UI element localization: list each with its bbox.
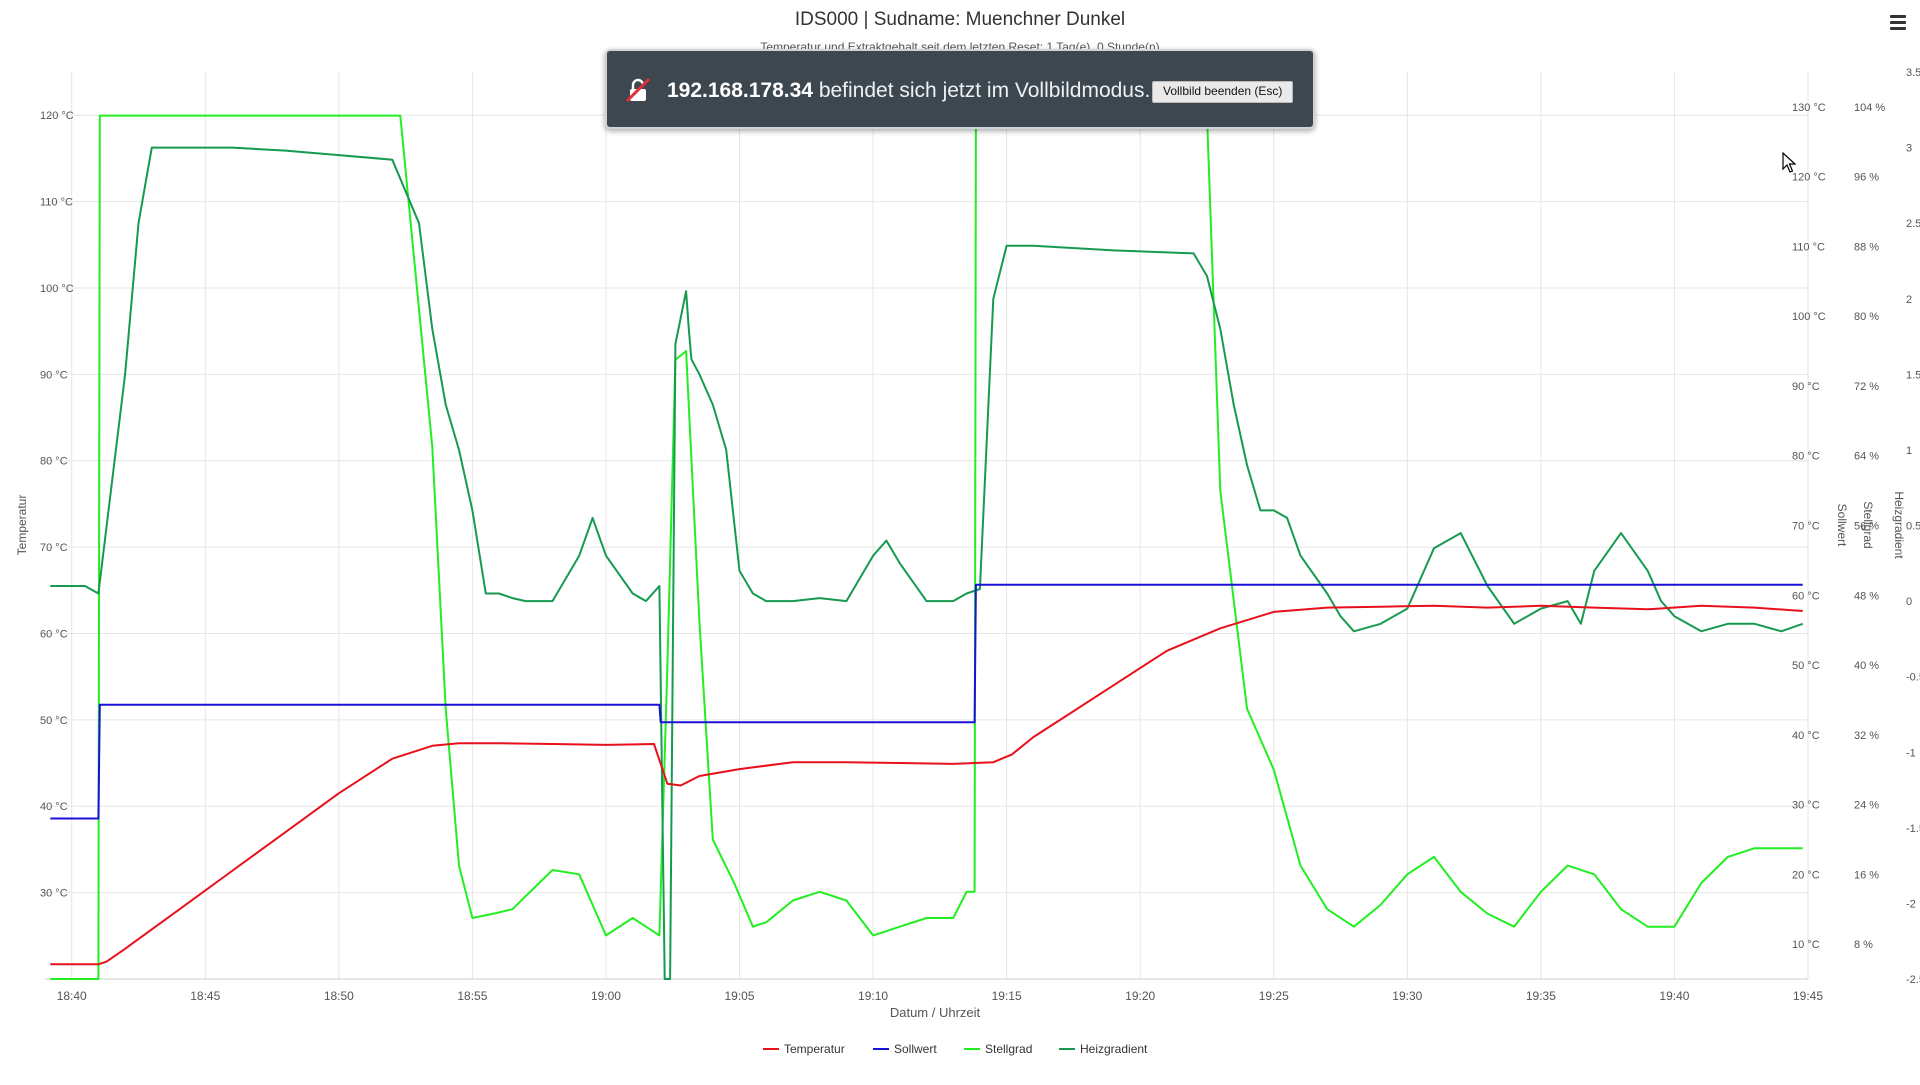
fullscreen-notice-text: 192.168.178.34 befindet sich jetzt im Vo…: [667, 79, 1150, 103]
y-tick-label-temperatur: 80 °C: [40, 456, 68, 468]
legend-item: Sollwert: [894, 1042, 937, 1056]
y-tick-label-heizgradient: 0: [1906, 596, 1912, 608]
y-tick-label-temperatur: 60 °C: [40, 628, 68, 640]
series-line-heizgradient: [50, 146, 1804, 980]
x-tick-label: 18:40: [57, 989, 87, 1003]
y-tick-label-heizgradient: -2.5: [1906, 974, 1920, 986]
y-tick-label-temperatur: 100 °C: [40, 283, 74, 295]
y-tick-label-heizgradient: -0.5: [1906, 672, 1920, 684]
x-tick-label: 18:50: [324, 989, 354, 1003]
x-tick-label: 19:20: [1125, 989, 1155, 1003]
y-tick-label-stellgrad: 40 %: [1854, 660, 1879, 672]
series-line-stellgrad: [50, 114, 1803, 980]
menu-icon-bar: [1890, 15, 1906, 18]
y-tick-label-temperatur: 90 °C: [40, 369, 68, 381]
y-tick-label-sollwert: 50 °C: [1792, 660, 1820, 672]
y-axis-title-temperatur: Temperatur: [15, 495, 29, 556]
x-tick-label: 19:40: [1659, 989, 1689, 1003]
legend-item: Heizgradient: [1080, 1042, 1148, 1056]
x-tick-label: 19:35: [1526, 989, 1556, 1003]
y-tick-label-sollwert: 20 °C: [1792, 869, 1820, 881]
x-tick-label: 19:00: [591, 989, 621, 1003]
y-tick-label-sollwert: 120 °C: [1792, 172, 1826, 184]
y-tick-label-sollwert: 130 °C: [1792, 102, 1826, 114]
y-tick-label-stellgrad: 32 %: [1854, 730, 1879, 742]
fullscreen-notice: 192.168.178.34 befindet sich jetzt im Vo…: [605, 49, 1315, 129]
x-tick-label: 18:55: [457, 989, 487, 1003]
mouse-cursor-icon: [1782, 152, 1796, 173]
y-tick-label-temperatur: 50 °C: [40, 715, 68, 727]
y-tick-label-stellgrad: 24 %: [1854, 800, 1879, 812]
fullscreen-message: befindet sich jetzt im Vollbildmodus.: [812, 79, 1151, 102]
y-tick-label-stellgrad: 64 %: [1854, 451, 1879, 463]
axis-layer: 18:40 18:45 18:50 18:55 19:00 19:05 19:10 19:15…: [15, 67, 1920, 1003]
menu-icon-bar: [1890, 27, 1906, 30]
y-axis-title-heizgradient: Heizgradient: [1892, 491, 1906, 559]
y-tick-label-heizgradient: -1: [1906, 747, 1916, 759]
y-tick-label-sollwert: 30 °C: [1792, 800, 1820, 812]
x-tick-label: 19:25: [1259, 989, 1289, 1003]
x-tick-label: 19:10: [858, 989, 888, 1003]
y-tick-label-stellgrad: 16 %: [1854, 869, 1879, 881]
y-tick-label-sollwert: 10 °C: [1792, 939, 1820, 951]
y-tick-label-heizgradient: 0.5: [1906, 521, 1920, 533]
y-tick-label-heizgradient: 3.5: [1906, 67, 1920, 79]
y-tick-label-sollwert: 110 °C: [1792, 241, 1825, 253]
y-tick-label-sollwert: 70 °C: [1792, 521, 1820, 533]
y-tick-label-sollwert: 60 °C: [1792, 590, 1820, 602]
y-tick-label-stellgrad: 88 %: [1854, 241, 1879, 253]
menu-icon-bar: [1890, 21, 1906, 24]
y-tick-label-temperatur: 40 °C: [40, 801, 68, 813]
y-tick-label-heizgradient: -1.5: [1906, 823, 1920, 835]
legend: Temperatur Sollwert Stellgrad Heizgradient: [763, 1042, 1148, 1056]
chart-title: IDS000 | Sudname: Muenchner Dunkel: [795, 9, 1125, 30]
legend-item: Temperatur: [784, 1042, 845, 1056]
series-layer: [50, 114, 1804, 980]
chart-menu-button[interactable]: [1886, 12, 1912, 34]
y-tick-label-temperatur: 70 °C: [40, 542, 68, 554]
y-axis-title-stellgrad: Stellgrad: [1861, 501, 1875, 548]
y-tick-label-stellgrad: 96 %: [1854, 172, 1879, 184]
fullscreen-lock-icon: [625, 77, 651, 103]
y-tick-label-stellgrad: 80 %: [1854, 311, 1879, 323]
x-axis-title: Datum / Uhrzeit: [890, 1005, 981, 1020]
x-tick-label: 19:30: [1392, 989, 1422, 1003]
x-tick-label: 19:15: [992, 989, 1022, 1003]
y-tick-label-sollwert: 100 °C: [1792, 311, 1826, 323]
y-tick-label-sollwert: 40 °C: [1792, 730, 1820, 742]
y-tick-label-temperatur: 120 °C: [40, 110, 74, 122]
grid-layer: [45, 72, 1809, 980]
y-tick-label-stellgrad: 104 %: [1854, 102, 1885, 114]
y-tick-label-sollwert: 90 °C: [1792, 381, 1820, 393]
y-tick-label-heizgradient: -2: [1906, 898, 1916, 910]
x-tick-label: 18:45: [190, 989, 220, 1003]
y-tick-label-temperatur: 30 °C: [40, 888, 68, 900]
y-tick-label-stellgrad: 56 %: [1854, 521, 1879, 533]
x-tick-label: 19:05: [724, 989, 754, 1003]
series-line-temperatur: [50, 604, 1803, 966]
y-tick-label-heizgradient: 1: [1906, 445, 1912, 457]
y-tick-label-heizgradient: 2.5: [1906, 218, 1920, 230]
series-line-sollwert: [50, 583, 1803, 820]
y-tick-label-heizgradient: 2: [1906, 294, 1912, 306]
y-tick-label-stellgrad: 48 %: [1854, 590, 1879, 602]
y-tick-label-heizgradient: 3: [1906, 143, 1912, 155]
exit-fullscreen-button[interactable]: Vollbild beenden (Esc): [1152, 81, 1294, 103]
legend-item: Stellgrad: [985, 1042, 1032, 1056]
y-tick-label-sollwert: 80 °C: [1792, 451, 1820, 463]
x-tick-label: 19:45: [1793, 989, 1823, 1003]
y-axis-title-sollwert: Sollwert: [1835, 504, 1849, 547]
y-tick-label-heizgradient: 1.5: [1906, 369, 1920, 381]
y-tick-label-stellgrad: 8 %: [1854, 939, 1873, 951]
y-tick-label-stellgrad: 72 %: [1854, 381, 1879, 393]
y-tick-label-temperatur: 110 °C: [40, 197, 73, 209]
fullscreen-host: 192.168.178.34: [667, 79, 813, 102]
